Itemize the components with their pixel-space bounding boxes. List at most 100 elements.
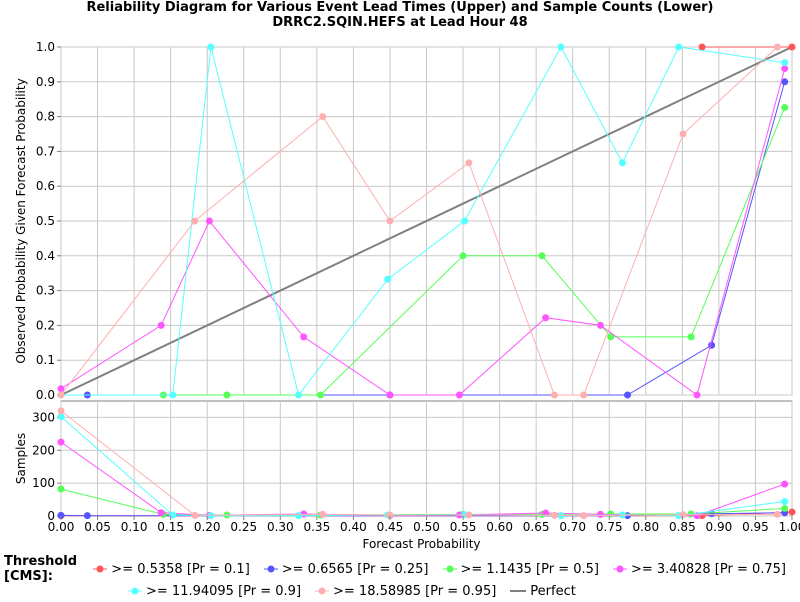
x-tick-label: 0.65 — [523, 520, 550, 534]
legend-marker-icon — [93, 565, 108, 573]
legend-swatch-dot — [96, 565, 104, 573]
data-point — [550, 391, 558, 399]
data-point — [781, 65, 789, 73]
perfect-line — [60, 46, 793, 396]
data-point — [781, 498, 789, 506]
legend-swatch-dot — [131, 587, 139, 595]
data-point — [465, 511, 473, 519]
legend-item-label: >= 18.58985 [Pr = 0.95] — [333, 583, 497, 599]
data-point — [386, 511, 394, 519]
data-point — [223, 391, 231, 399]
data-point — [788, 508, 796, 516]
y-tick-label: 0.8 — [36, 110, 55, 124]
x-tick-label: 0.85 — [669, 520, 696, 534]
data-point — [191, 217, 199, 225]
data-point — [57, 485, 65, 493]
data-point — [679, 130, 687, 138]
data-point — [773, 43, 781, 51]
x-tick-label: 0.20 — [194, 520, 221, 534]
x-tick-label: 0.10 — [121, 520, 148, 534]
series-line — [60, 68, 786, 396]
legend-item: >= 3.40828 [Pr = 0.75] — [612, 562, 786, 577]
legend-item-label: >= 0.5358 [Pr = 0.1] — [111, 561, 250, 577]
legend-marker-icon — [128, 587, 142, 595]
data-point — [580, 391, 588, 399]
data-point — [157, 509, 165, 517]
legend: Threshold [CMS]: >= 0.5358 [Pr = 0.1] >= … — [4, 554, 800, 602]
data-point — [781, 78, 789, 86]
legend-item-label: >= 0.6565 [Pr = 0.25] — [281, 561, 429, 577]
data-point — [596, 510, 604, 518]
x-tick-label: 0.30 — [267, 520, 294, 534]
y-tick-label: 0 — [47, 509, 55, 523]
data-point — [57, 407, 65, 415]
data-point — [207, 43, 215, 51]
series-line — [163, 107, 786, 396]
legend-item-label: Perfect — [530, 583, 576, 599]
data-point — [679, 511, 687, 519]
x-tick-label: 0.05 — [84, 520, 111, 534]
data-point — [169, 391, 177, 399]
legend-marker-icon — [263, 565, 278, 573]
legend-marker-icon — [442, 565, 457, 573]
x-tick-label: 0.40 — [340, 520, 367, 534]
y-axis-label: Samples — [14, 433, 28, 484]
x-tick-label: 0.95 — [742, 520, 769, 534]
data-point — [698, 43, 706, 51]
legend-item: Perfect — [510, 584, 576, 599]
data-point — [542, 314, 550, 322]
legend-swatch-dot — [318, 587, 326, 595]
data-point — [319, 113, 327, 121]
x-tick-label: 0.00 — [48, 520, 75, 534]
data-point — [781, 480, 789, 488]
x-tick-label: 0.90 — [706, 520, 733, 534]
y-tick-label: 0.2 — [36, 318, 55, 332]
y-tick-label: 300 — [32, 410, 55, 424]
x-tick-label: 0.25 — [230, 520, 257, 534]
data-point — [459, 252, 467, 260]
y-tick-label: 0.4 — [36, 249, 55, 263]
y-tick-label: 0.5 — [36, 214, 55, 228]
legend-item: >= 1.1435 [Pr = 0.5] — [442, 562, 599, 577]
legend-item-label: >= 11.94095 [Pr = 0.9] — [146, 583, 302, 599]
legend-swatch-dot — [446, 565, 454, 573]
x-tick-label: 0.80 — [632, 520, 659, 534]
y-tick-label: 0.3 — [36, 284, 55, 298]
x-tick-label: 0.55 — [450, 520, 477, 534]
legend-item: >= 11.94095 [Pr = 0.9] — [128, 584, 301, 599]
data-point — [773, 510, 781, 518]
series-line — [60, 512, 785, 517]
data-point — [781, 59, 789, 67]
y-tick-label: 0.9 — [36, 75, 55, 89]
data-point — [675, 43, 683, 51]
x-tick-label: 0.50 — [413, 520, 440, 534]
chart-subtitle: DRRC2.SQIN.HEFS at Lead Hour 48 — [272, 15, 528, 30]
legend-swatch-dot — [616, 565, 624, 573]
data-point — [300, 333, 308, 341]
data-point — [788, 43, 796, 51]
data-point — [57, 385, 65, 393]
data-point — [781, 104, 789, 112]
x-tick-label: 0.75 — [596, 520, 623, 534]
reliability-chart: 0.0 0.1 0.2 0.3 0.4 0.5 0.6 0.7 0.8 0.9 1.0 Observe… — [14, 40, 800, 551]
data-point — [83, 512, 91, 520]
x-axis-label: Forecast Probability — [362, 537, 480, 551]
data-point — [319, 510, 327, 518]
y-tick-label: 0.7 — [36, 144, 55, 158]
legend-item: >= 0.5358 [Pr = 0.1] — [93, 561, 250, 577]
data-point — [191, 511, 199, 519]
x-tick-label: 1.00 — [779, 520, 800, 534]
x-tick-label: 0.35 — [303, 520, 330, 534]
y-axis-label: Observed Probability Given Forecast Prob… — [14, 78, 28, 363]
legend-row: >= 11.94095 [Pr = 0.9] >= 18.58985 [Pr = … — [4, 580, 800, 602]
data-point — [550, 511, 558, 519]
legend-item: >= 0.6565 [Pr = 0.25] — [263, 561, 429, 577]
data-point — [687, 333, 695, 341]
data-point — [624, 391, 632, 399]
data-point — [57, 438, 65, 446]
legend-item: >= 18.58985 [Pr = 0.95] — [315, 584, 496, 599]
y-tick-label: 0.1 — [36, 353, 55, 367]
data-point — [580, 512, 588, 520]
legend-title: Threshold [CMS]: — [4, 554, 78, 584]
legend-row: Threshold [CMS]: >= 0.5358 [Pr = 0.1] >= … — [4, 554, 800, 584]
